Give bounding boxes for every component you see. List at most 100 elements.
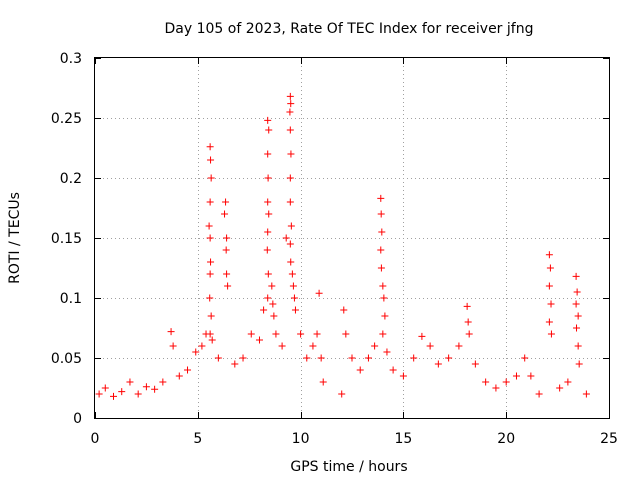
y-tick-label: 0.15 — [51, 231, 82, 247]
y-tick-label: 0.2 — [60, 171, 82, 187]
data-point — [286, 126, 294, 134]
data-point — [286, 108, 294, 116]
data-point — [264, 116, 272, 124]
data-point — [268, 282, 276, 290]
data-point — [151, 385, 159, 393]
data-point — [278, 342, 286, 350]
data-point — [239, 354, 247, 362]
data-point — [356, 366, 364, 374]
data-point — [264, 150, 272, 158]
data-point — [264, 198, 272, 206]
data-point — [378, 228, 386, 236]
data-point — [159, 378, 167, 386]
data-point — [464, 318, 472, 326]
data-point — [101, 384, 109, 392]
data-point — [463, 302, 471, 310]
data-point — [223, 270, 231, 278]
data-point — [545, 282, 553, 290]
data-point — [192, 348, 200, 356]
data-point — [270, 312, 278, 320]
data-point — [342, 330, 350, 338]
data-point — [573, 288, 581, 296]
data-point — [198, 342, 206, 350]
data-point — [264, 294, 272, 302]
data-point — [377, 210, 385, 218]
x-axis-label: GPS time / hours — [290, 459, 407, 475]
data-point — [574, 312, 582, 320]
y-tick-label: 0.3 — [60, 51, 82, 67]
data-point — [265, 210, 273, 218]
data-point — [175, 372, 183, 380]
data-point — [338, 390, 346, 398]
data-point — [206, 198, 214, 206]
data-point — [287, 150, 295, 158]
data-point — [547, 330, 555, 338]
data-point — [377, 264, 385, 272]
data-point — [297, 330, 305, 338]
data-point — [482, 378, 490, 386]
data-point — [288, 270, 296, 278]
data-point — [222, 198, 230, 206]
data-point — [264, 228, 272, 236]
data-point — [521, 354, 529, 362]
data-point — [315, 289, 323, 297]
data-point — [545, 251, 553, 259]
data-points — [95, 92, 590, 400]
data-point — [572, 272, 580, 280]
data-point — [206, 330, 214, 338]
data-point — [379, 330, 387, 338]
data-point — [502, 378, 510, 386]
data-point — [206, 143, 214, 151]
data-point — [527, 372, 535, 380]
data-point — [167, 328, 175, 336]
data-point — [207, 258, 215, 266]
chart-title: Day 105 of 2023, Rate Of TEC Index for r… — [165, 21, 534, 37]
data-point — [134, 390, 142, 398]
data-point — [169, 342, 177, 350]
y-tick-label: 0.1 — [60, 291, 82, 307]
data-point — [381, 312, 389, 320]
data-point — [206, 270, 214, 278]
data-point — [377, 194, 385, 202]
data-point — [214, 354, 222, 362]
x-tick-label: 20 — [497, 431, 515, 447]
data-point — [110, 392, 118, 400]
data-point — [445, 354, 453, 362]
data-point — [269, 300, 277, 308]
data-point — [289, 282, 297, 290]
data-point — [364, 354, 372, 362]
data-point — [260, 306, 268, 314]
data-point — [575, 360, 583, 368]
data-point — [383, 348, 391, 356]
grid-lines — [95, 58, 609, 418]
data-point — [564, 378, 572, 386]
data-point — [286, 174, 294, 182]
y-tick-label: 0.05 — [51, 351, 82, 367]
data-point — [286, 92, 294, 100]
data-point — [399, 372, 407, 380]
data-point — [547, 300, 555, 308]
data-point — [286, 198, 294, 206]
data-point — [205, 222, 213, 230]
data-point — [208, 336, 216, 344]
data-point — [317, 354, 325, 362]
data-point — [291, 306, 299, 314]
data-point — [207, 174, 215, 182]
data-point — [184, 366, 192, 374]
data-point — [535, 390, 543, 398]
data-point — [224, 282, 232, 290]
data-point — [582, 390, 590, 398]
data-point — [264, 270, 272, 278]
data-point — [247, 330, 255, 338]
data-point — [379, 282, 387, 290]
data-point — [465, 330, 473, 338]
data-point — [206, 234, 214, 242]
data-point — [455, 342, 463, 350]
data-point — [272, 330, 280, 338]
data-point — [556, 384, 564, 392]
data-point — [418, 332, 426, 340]
data-point — [207, 156, 215, 164]
data-point — [255, 336, 263, 344]
data-point — [265, 126, 273, 134]
data-point — [340, 306, 348, 314]
